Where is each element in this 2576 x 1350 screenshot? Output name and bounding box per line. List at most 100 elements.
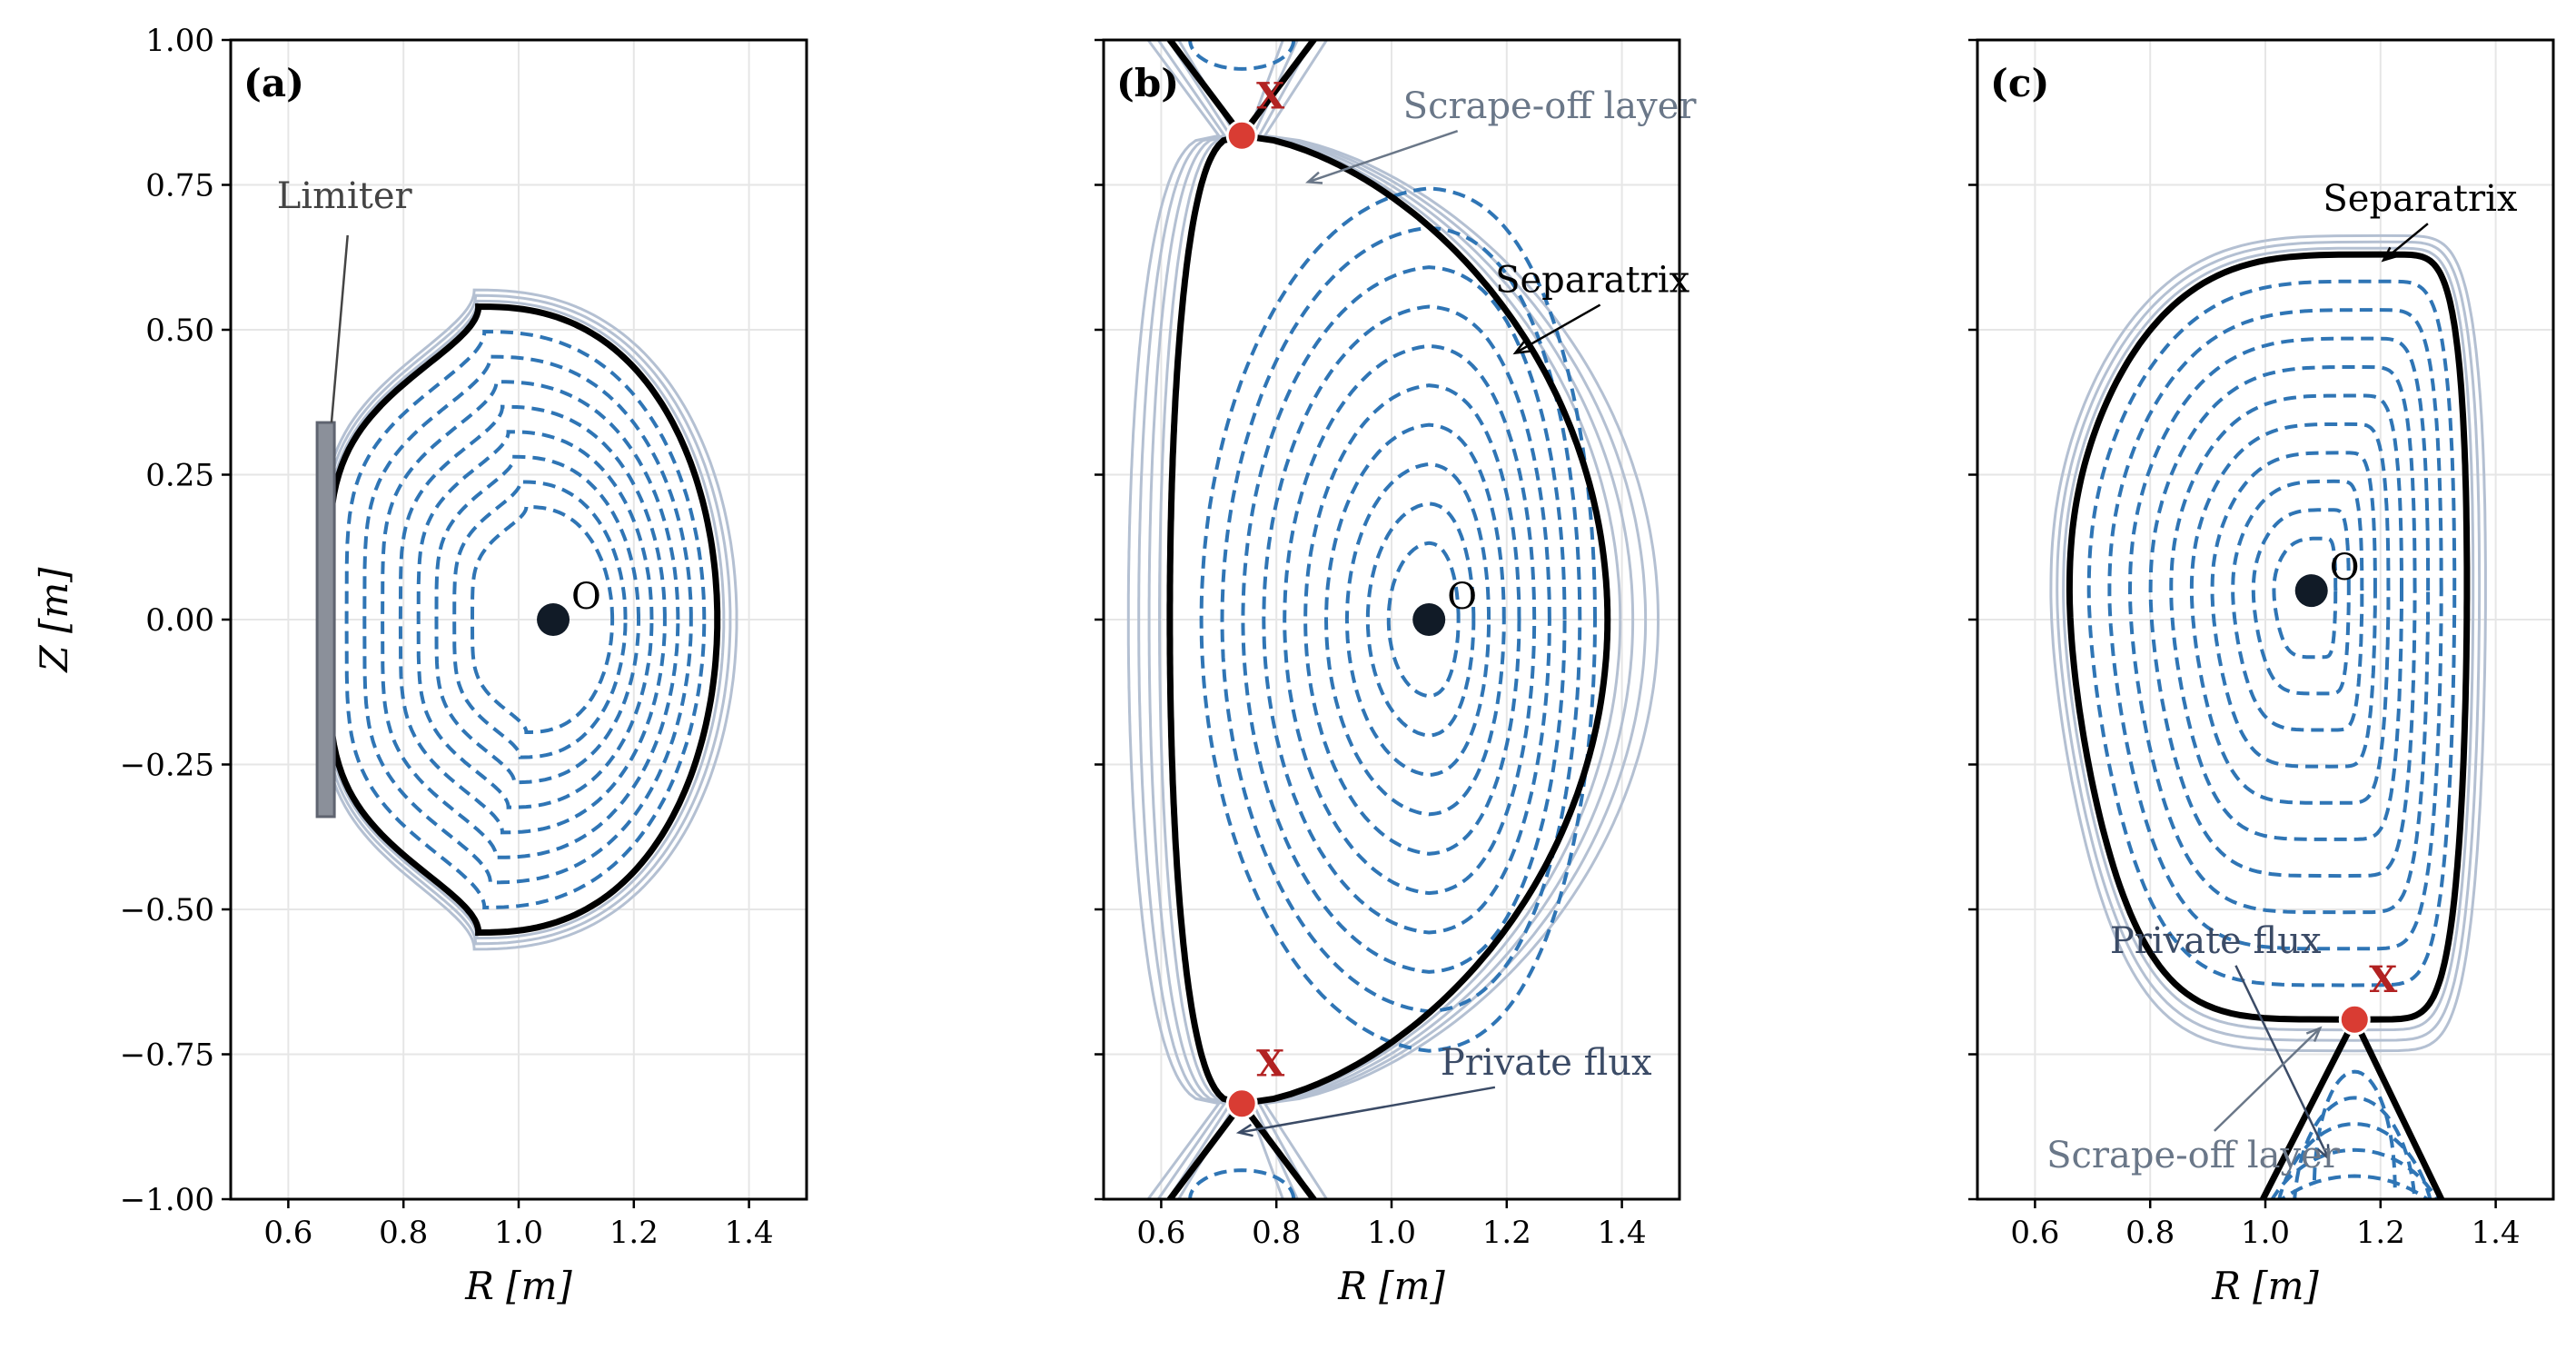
sol-line	[2049, 233, 2487, 1053]
limiter	[315, 421, 336, 819]
flux-surface	[434, 454, 640, 785]
flux-surface	[2189, 422, 2391, 805]
flux-surface	[2210, 451, 2377, 769]
flux-surface	[1262, 304, 1551, 935]
annotation-label: Private flux	[1441, 1042, 1652, 1084]
annotation-label: Scrape-off layer	[1403, 85, 1698, 127]
y-tick-label: 0.00	[145, 602, 214, 639]
x-tick-label: 1.4	[2472, 1215, 2521, 1251]
flux-surface	[2312, 1069, 2397, 1188]
x-tick-label: 0.6	[263, 1215, 312, 1251]
flux-surface	[2128, 336, 2431, 915]
separatrix-line	[1166, 132, 1243, 1107]
flux-surface	[452, 480, 628, 759]
x-tick-label: 1.4	[1598, 1215, 1647, 1251]
x-axis-label: R [m]	[464, 1264, 572, 1308]
sol-line	[1251, 40, 1635, 1199]
flux-surface	[381, 380, 680, 859]
x-point	[2338, 1003, 2371, 1036]
flux-surface	[398, 404, 667, 835]
separatrix-leg	[1239, 40, 1318, 138]
sol-line	[1147, 40, 1233, 1199]
flux-surface	[2270, 1147, 2440, 1199]
x-point-label: X	[2369, 958, 2397, 1001]
flux-surface	[1188, 1168, 1296, 1199]
x-point	[1225, 1087, 1258, 1120]
sol-line	[1262, 40, 1660, 1199]
y-tick-label: −0.25	[120, 748, 214, 784]
plot-area	[315, 288, 738, 951]
x-tick-label: 0.8	[379, 1215, 428, 1251]
flux-surface	[1323, 422, 1506, 817]
flux-surface	[1303, 383, 1521, 856]
annotation-label: Scrape-off layer	[2046, 1135, 2341, 1176]
flux-surface	[1199, 186, 1598, 1053]
flux-surface	[362, 354, 693, 885]
sol-line	[1256, 40, 1648, 1199]
flux-surface	[2279, 1174, 2431, 1199]
x-tick-label: 1.2	[609, 1215, 659, 1251]
flux-surface	[1386, 541, 1461, 699]
y-tick-label: −0.50	[120, 892, 214, 928]
limiter-arrow	[330, 234, 349, 423]
flux-surface	[1220, 225, 1582, 1014]
annotation-arrowhead	[2316, 1144, 2331, 1162]
panel-label: (a)	[243, 61, 304, 105]
flux-surface	[1344, 462, 1491, 778]
separatrix-leg	[1165, 1101, 1244, 1199]
annotation-arrow	[1238, 1086, 1496, 1134]
limiter-label: Limiter	[277, 175, 413, 217]
y-tick-label: −1.00	[120, 1182, 214, 1218]
sol-line	[1126, 40, 1222, 1199]
x-tick-label: 1.0	[1367, 1215, 1416, 1251]
x-tick-label: 1.4	[725, 1215, 774, 1251]
panel-c: O X Separatrix Private flux Scrape-off layer…	[1968, 38, 2555, 1308]
x-tick-label: 1.2	[1482, 1215, 1531, 1251]
flux-surface	[2148, 364, 2417, 878]
x-tick-label: 1.2	[2356, 1215, 2405, 1251]
separatrix-leg	[2259, 1017, 2358, 1199]
flux-surface	[470, 505, 615, 734]
annotation-arrowhead	[2381, 246, 2398, 263]
separatrix-line	[1241, 132, 1611, 1107]
o-point-label: O	[1447, 576, 1477, 618]
x-point	[1225, 119, 1258, 152]
x-tick-label: 1.0	[2241, 1215, 2290, 1251]
panel-a: Limiter O 0.6 0.8 1.0 1.2 1.4 1.00 0.75 0.50 0.25 0…	[32, 23, 808, 1308]
o-point	[537, 603, 570, 636]
flux-surface	[2169, 393, 2403, 841]
flux-surface	[1365, 501, 1476, 738]
separatrix-leg	[1239, 1101, 1318, 1199]
x-axis-label: R [m]	[1337, 1264, 1445, 1308]
annotation-arrowhead	[2305, 1026, 2323, 1043]
annotation-label: Separatrix	[1495, 260, 1689, 302]
flux-surface	[2293, 1096, 2417, 1199]
annotation-arrow	[2383, 223, 2429, 262]
flux-surface	[2107, 308, 2443, 951]
panel-label: (b)	[1116, 61, 1179, 105]
panel-b: O X X Scrape-off layer Separatrix Private flu…	[1095, 38, 1698, 1308]
separatrix-leg	[1165, 40, 1244, 138]
grid	[1104, 39, 1679, 1200]
x-tick-label: 0.6	[2010, 1215, 2059, 1251]
x-point-label: X	[1256, 74, 1284, 117]
annotation-arrow	[1307, 129, 1459, 184]
annotation-label: Separatrix	[2323, 178, 2517, 220]
x-tick-label: 0.8	[1252, 1215, 1301, 1251]
flux-surface	[2251, 508, 2351, 696]
y-tick-label: 0.25	[145, 458, 214, 494]
sol-line	[1137, 40, 1227, 1199]
o-point-label: O	[571, 576, 601, 618]
y-tick-label: 0.50	[145, 313, 214, 349]
x-tick-label: 0.8	[2125, 1215, 2175, 1251]
sol-line	[1245, 40, 1622, 1199]
sol-line	[2056, 240, 2482, 1042]
x-tick-label: 1.0	[494, 1215, 543, 1251]
x-axis-label: R [m]	[2211, 1264, 2319, 1308]
annotation-arrowhead	[1305, 171, 1323, 184]
o-point-label: O	[2330, 547, 2360, 589]
y-tick-label: −0.75	[120, 1037, 214, 1074]
flux-surface	[2272, 536, 2338, 660]
plot-area	[2049, 233, 2487, 1199]
